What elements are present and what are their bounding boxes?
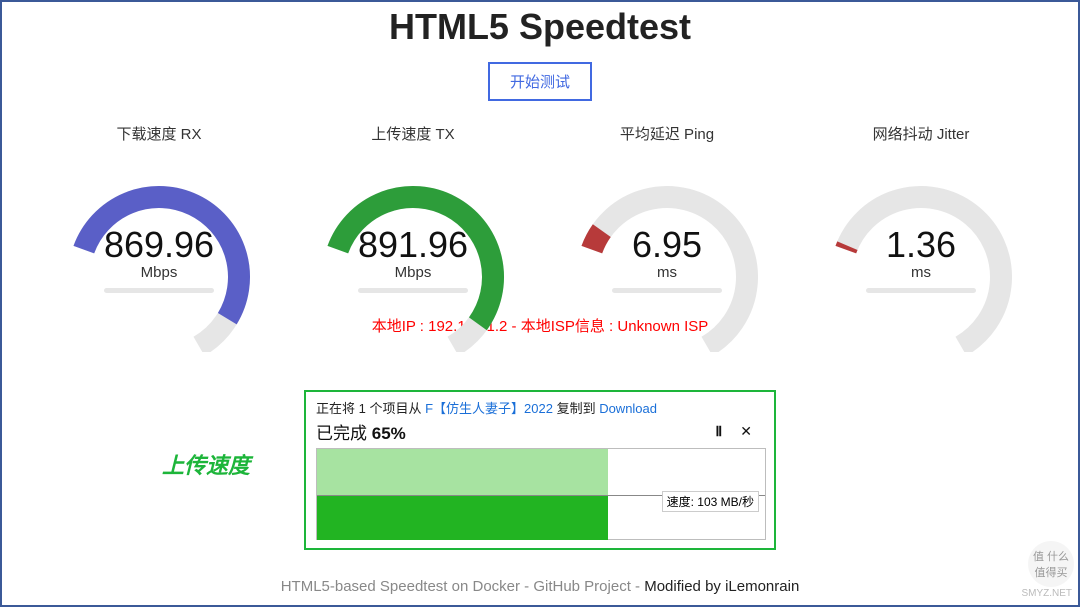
gauge-label: 平均延迟 Ping (547, 123, 787, 144)
gauge-arc: 891.96 Mbps (313, 152, 513, 282)
copy-source-link[interactable]: F【仿生人妻子】2022 (425, 401, 553, 416)
footer-credit: HTML5-based Speedtest on Docker - GitHub… (2, 578, 1078, 595)
close-icon[interactable]: ✕ (734, 423, 764, 440)
upload-speed-annotation: 上传速度 (162, 448, 250, 480)
copy-dest-link[interactable]: Download (599, 401, 657, 416)
gauge-label: 下载速度 RX (39, 123, 279, 144)
gauge-label: 上传速度 TX (293, 123, 533, 144)
copy-speed-label: 速度: 103 MB/秒 (662, 491, 759, 512)
gauge-value: 869.96 (59, 224, 259, 266)
copy-progress-text: 已完成 65% (316, 419, 406, 444)
watermark-site: SMYZ.NET (1021, 587, 1072, 599)
gauge-1: 上传速度 TX 891.96 Mbps (293, 123, 533, 293)
gauge-unit: Mbps (59, 264, 259, 281)
gauge-value: 1.36 (821, 224, 1021, 266)
gauge-arc: 869.96 Mbps (59, 152, 259, 282)
gauge-row: 下载速度 RX 869.96 Mbps 上传速度 TX 891.96 Mbps … (2, 123, 1078, 293)
file-copy-dialog: 正在将 1 个项目从 F【仿生人妻子】2022 复制到 Download 已完成… (304, 390, 776, 550)
gauge-unit: ms (567, 264, 767, 281)
gauge-arc: 6.95 ms (567, 152, 767, 282)
pause-icon[interactable]: Ⅱ (709, 423, 734, 440)
gauge-2: 平均延迟 Ping 6.95 ms (547, 123, 787, 293)
page-title: HTML5 Speedtest (2, 6, 1078, 48)
gauge-label: 网络抖动 Jitter (801, 123, 1041, 144)
start-test-button[interactable]: 开始测试 (488, 62, 592, 101)
gauge-value: 891.96 (313, 224, 513, 266)
gauge-unit: Mbps (313, 264, 513, 281)
watermark-badge: 值 什么值得买 (1028, 541, 1074, 587)
gauge-0: 下载速度 RX 869.96 Mbps (39, 123, 279, 293)
gauge-value: 6.95 (567, 224, 767, 266)
gauge-arc: 1.36 ms (821, 152, 1021, 282)
copy-status-line: 正在将 1 个项目从 F【仿生人妻子】2022 复制到 Download (316, 398, 764, 417)
copy-speed-graph: 速度: 103 MB/秒 (316, 448, 766, 540)
graph-upper-band (317, 449, 608, 495)
graph-lower-band (317, 495, 608, 540)
gauge-unit: ms (821, 264, 1021, 281)
gauge-3: 网络抖动 Jitter 1.36 ms (801, 123, 1041, 293)
